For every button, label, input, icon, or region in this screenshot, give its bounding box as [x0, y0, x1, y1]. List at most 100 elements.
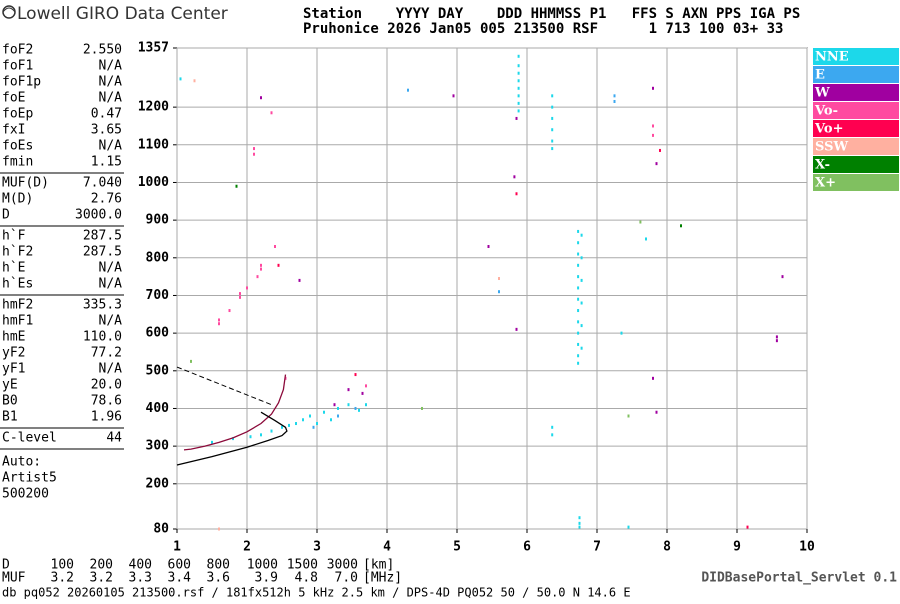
echo-point: [253, 152, 255, 156]
param-name: yF1: [2, 362, 25, 377]
x-tick-label: 9: [733, 540, 741, 555]
echo-point: [551, 105, 554, 109]
param-name: C-level: [2, 431, 57, 446]
echo-point: [577, 309, 580, 313]
param-value: 335.3: [83, 298, 122, 313]
echo-point: [517, 109, 520, 113]
param-value: N/A: [99, 139, 123, 154]
echo-point: [577, 320, 580, 324]
y-tick-label: 800: [146, 250, 170, 265]
echo-point: [354, 406, 357, 410]
table-label: D: [2, 558, 10, 573]
param-name: M(D): [2, 192, 33, 207]
muf: 4.8: [295, 571, 318, 586]
echo-point: [627, 414, 630, 418]
echo-point: [577, 342, 580, 346]
plot-frame: [176, 47, 808, 530]
header-line: Pruhonice 2026 Jan05 005 213500 RSF 1 71…: [303, 21, 783, 37]
legend-swatch: [813, 66, 899, 83]
muf: 3.2: [51, 571, 74, 586]
echo-point: [274, 245, 276, 249]
legend-label: E: [815, 68, 825, 83]
echo-point: [577, 361, 580, 365]
muf: 3.9: [255, 571, 278, 586]
echo-point: [333, 403, 336, 407]
echo-point: [551, 147, 554, 151]
echo-point: [580, 346, 583, 350]
echo-point: [775, 335, 778, 339]
distance: 3000: [327, 558, 358, 573]
header-line: Station YYYY DAY DDD HHMMSS P1 FFS S AXN…: [303, 6, 800, 22]
echo-point: [577, 229, 580, 233]
echo-point: [517, 71, 520, 75]
param-value: N/A: [99, 261, 123, 276]
echo-point: [302, 418, 304, 422]
plot: 8020030040050060070080090010001100120013…: [138, 41, 899, 555]
param-value: N/A: [99, 277, 123, 292]
echo-point: [354, 373, 357, 377]
echo-point: [652, 133, 654, 137]
legend-swatch: [813, 48, 899, 65]
param-value: 1.96: [91, 410, 122, 425]
echo-point: [246, 286, 248, 290]
trace: [176, 366, 272, 406]
echo-point: [365, 384, 367, 388]
echo-point: [627, 525, 630, 529]
param-value: 3000.0: [75, 208, 122, 223]
param-value: 2.550: [83, 43, 122, 58]
muf: 7.0: [335, 571, 358, 586]
y-tick-label: 900: [146, 213, 170, 228]
muf: 3.6: [207, 571, 230, 586]
param-value: 78.6: [91, 394, 122, 409]
echo-point: [655, 410, 658, 414]
echo-point: [551, 94, 554, 98]
param-name: h`E: [2, 261, 25, 276]
distance: 1000: [247, 558, 278, 573]
echo-point: [551, 128, 554, 132]
legend-label: W: [814, 86, 830, 101]
echo-point: [577, 241, 580, 245]
distance: 800: [207, 558, 230, 573]
distance: 600: [168, 558, 191, 573]
param-name: foF2: [2, 43, 33, 58]
echo-point: [218, 527, 220, 531]
echo-point: [347, 388, 350, 392]
param-name: h`F: [2, 229, 26, 244]
echo-point: [407, 88, 409, 92]
echo-point: [179, 77, 182, 81]
param-name: D: [2, 208, 10, 223]
note: 500200: [2, 487, 49, 502]
echo-point: [577, 354, 580, 358]
legend-swatch: [813, 102, 899, 119]
echo-point: [260, 433, 262, 437]
distance: 1500: [287, 558, 318, 573]
echo-point: [330, 418, 332, 422]
param-value: N/A: [99, 59, 123, 74]
echo-point: [577, 286, 580, 290]
legend-label: Vo+: [814, 122, 843, 137]
param-value: N/A: [99, 91, 123, 106]
echo-point: [659, 148, 661, 152]
echo-point: [613, 94, 616, 98]
echo-point: [652, 86, 654, 90]
echo-point: [253, 147, 255, 151]
echo-point: [551, 116, 554, 120]
echo-point: [193, 79, 196, 83]
table-label: MUF: [2, 571, 26, 586]
y-tick-label: 1100: [138, 137, 169, 152]
y-tick-label: 200: [146, 476, 170, 491]
y-tick-label: 700: [146, 288, 170, 303]
muf: 3.2: [90, 571, 113, 586]
footer: db pq052 20260105 213500.rsf / 181fx512h…: [2, 586, 631, 600]
param-name: foEp: [2, 107, 33, 122]
servlet-label: DIDBasePortal_Servlet 0.1: [701, 571, 897, 586]
param-name: B0: [2, 394, 18, 409]
param-value: 20.0: [91, 378, 122, 393]
echo-point: [361, 391, 364, 395]
echo-point: [421, 406, 423, 410]
param-value: 287.5: [83, 245, 122, 260]
y-tick-label: 300: [146, 439, 170, 454]
echo-point: [652, 376, 654, 380]
